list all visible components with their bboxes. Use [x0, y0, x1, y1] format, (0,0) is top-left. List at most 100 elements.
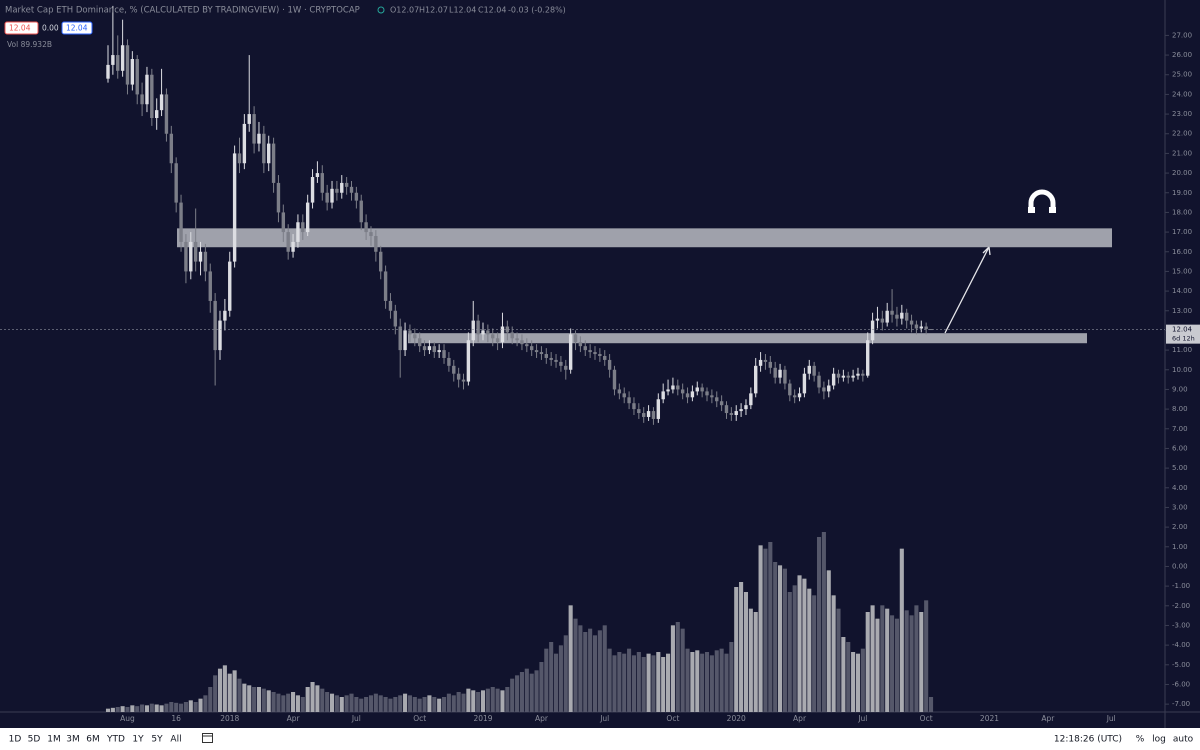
volume-bar [105, 708, 111, 712]
volume-bar [821, 532, 826, 712]
candle-body [797, 393, 802, 398]
y-tick-label: 5.00 [1172, 464, 1188, 472]
candle-body [408, 330, 412, 335]
scale-option[interactable]: auto [1173, 735, 1194, 745]
range-button[interactable]: 1M [47, 735, 61, 745]
y-tick-label: 15.00 [1172, 267, 1192, 275]
volume-bar [631, 655, 637, 712]
volume-bar [154, 704, 159, 712]
x-tick-label: 2020 [727, 714, 746, 723]
candle-body [885, 310, 889, 323]
range-button[interactable]: 5D [28, 735, 41, 745]
scale-option[interactable]: % [1136, 735, 1145, 745]
volume-bar [432, 697, 437, 712]
candle-body [111, 55, 115, 65]
candle-body [564, 365, 568, 370]
y-tick-label: -4.00 [1172, 641, 1190, 649]
candle-body [505, 326, 510, 333]
range-button[interactable]: All [170, 735, 181, 745]
range-button[interactable]: 5Y [151, 735, 163, 745]
volume-bar [271, 692, 276, 712]
candle-body [155, 110, 159, 119]
volume-bar [709, 655, 714, 712]
volume-bar [320, 688, 325, 712]
volume-bar [870, 605, 875, 712]
volume-bar [841, 637, 846, 712]
candle-body [213, 300, 217, 351]
volume-bar [130, 705, 135, 712]
candle-body [349, 186, 354, 193]
candle-body [632, 403, 636, 410]
candle-body [242, 123, 247, 164]
volume-bar [135, 706, 140, 712]
y-tick-label: 2.00 [1172, 523, 1188, 531]
volume-bar [281, 695, 286, 712]
candle-body [515, 338, 519, 341]
candle-body [754, 365, 758, 394]
volume-bar [144, 705, 150, 712]
y-tick-label: 24.00 [1172, 90, 1192, 98]
volume-bar [773, 562, 778, 712]
volume-bar [846, 642, 851, 712]
toolbar: 1D 5D 1M 3M 6M YTD 1Y 5Y All 12:18:26 (UTC)% log au… [9, 735, 1194, 745]
volume-bar [802, 578, 807, 712]
candle-body [271, 143, 276, 183]
volume-label: Vol 89.932B [7, 40, 52, 49]
candle-body [315, 173, 320, 178]
bottom-toolbar [0, 728, 1200, 750]
volume-bar [266, 690, 271, 712]
candle-body [680, 389, 685, 394]
candle-body [369, 232, 373, 237]
volume-bar [743, 592, 749, 712]
candle-body [598, 354, 602, 356]
volume-bar [627, 648, 632, 712]
candle-body [447, 357, 451, 366]
y-tick-label: 27.00 [1172, 31, 1192, 39]
candle-body [491, 334, 495, 339]
candle-body [208, 271, 212, 301]
volume-bar [666, 653, 671, 712]
volume-bar [636, 652, 641, 712]
y-tick-label: -7.00 [1172, 700, 1190, 708]
arrow-head [982, 246, 991, 256]
range-button[interactable]: 3M [66, 735, 80, 745]
range-button[interactable]: 1D [9, 735, 22, 745]
candle-body [413, 334, 417, 339]
range-button[interactable]: YTD [106, 735, 125, 745]
candle-body [383, 271, 388, 301]
candle-body [442, 350, 446, 358]
volume-bar [329, 693, 335, 712]
candle-body [189, 241, 193, 272]
last-price-label: 12.04 [1172, 326, 1193, 334]
volume-bar [261, 688, 266, 712]
candle-body [159, 94, 164, 111]
candle-body [929, 329, 933, 331]
range-button[interactable]: 6M [86, 735, 100, 745]
candle-body [130, 59, 135, 85]
scale-option[interactable]: log [1152, 735, 1166, 745]
volume-bar [539, 662, 544, 712]
candle-body [539, 352, 544, 355]
candle-body [836, 373, 841, 378]
volume-bar [885, 608, 890, 712]
range-button[interactable]: 1Y [132, 735, 144, 745]
volume-bar [860, 648, 865, 712]
volume-bar [578, 625, 583, 712]
volume-bar [768, 542, 773, 712]
candle-body [330, 188, 334, 203]
volume-bar [169, 702, 174, 712]
volume-bar [695, 650, 700, 712]
volume-bar [641, 657, 646, 712]
candle-body [286, 232, 290, 252]
candle-body [856, 373, 860, 376]
volume-bar [573, 618, 578, 712]
candle-body [510, 332, 514, 339]
volume-bar [227, 673, 232, 712]
chart-title: Market Cap ETH Dominance, % (CALCULATED … [5, 6, 360, 16]
volume-bar [607, 648, 612, 712]
volume-bar [553, 653, 559, 712]
candle-body [919, 326, 923, 329]
candle-body [773, 367, 777, 378]
candle-body [529, 346, 534, 351]
calendar-icon[interactable] [202, 733, 213, 743]
